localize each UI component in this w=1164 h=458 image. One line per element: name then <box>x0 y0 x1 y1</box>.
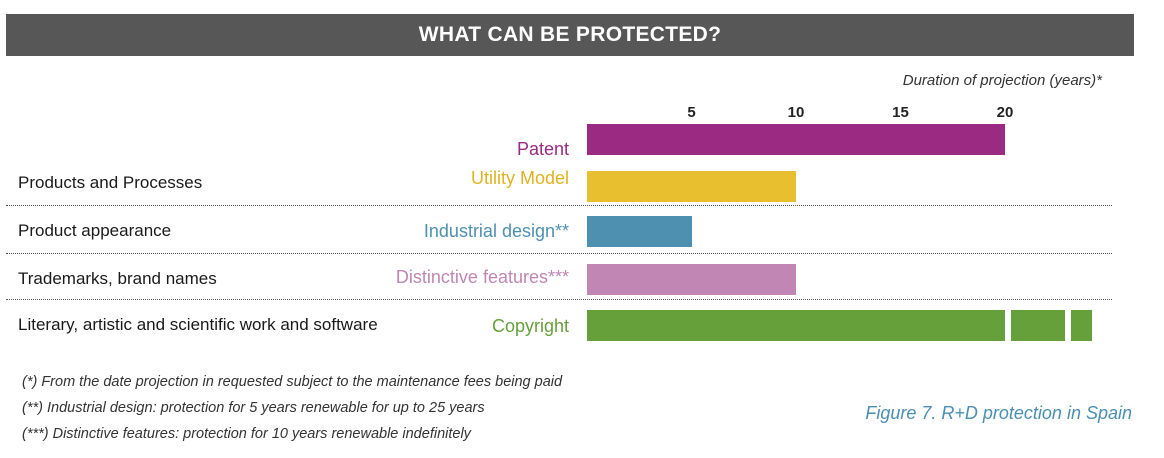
category-label-trademarks: Trademarks, brand names <box>18 269 217 288</box>
series-label-copyright: Copyright <box>491 316 569 336</box>
tick-label: 10 <box>787 104 805 121</box>
tick-label: 5 <box>687 104 696 121</box>
row-divider <box>6 299 1112 300</box>
bar-copyright-segment-1 <box>587 310 1005 341</box>
chart-title-banner: WHAT CAN BE PROTECTED? <box>6 14 1134 56</box>
tick-label: 20 <box>996 104 1014 121</box>
series-label-patent: Patent <box>516 139 569 159</box>
series-label-distinctive-features: Distinctive features*** <box>395 267 569 287</box>
bar-copyright-segment-2 <box>1011 310 1066 341</box>
row-divider <box>6 253 1112 254</box>
footnote-3: (***) Distinctive features: protection f… <box>22 426 471 442</box>
bar-patent <box>587 124 1005 155</box>
series-label-industrial-design: Industrial design** <box>423 221 569 241</box>
axis-title: Duration of projection (years)* <box>902 72 1102 89</box>
footnote-2: (**) Industrial design: protection for 5… <box>22 400 485 416</box>
category-label-appearance: Product appearance <box>18 221 172 240</box>
bar-utility-model <box>587 171 796 202</box>
figure-caption: Figure 7. R+D protection in Spain <box>865 403 1132 423</box>
bar-industrial-design <box>587 216 692 247</box>
category-label-literary: Literary, artistic and scientific work a… <box>18 315 378 334</box>
series-label-utility-model: Utility Model <box>470 168 569 188</box>
row-divider <box>6 205 1112 206</box>
chart-title: WHAT CAN BE PROTECTED? <box>418 23 722 46</box>
bar-copyright-segment-3 <box>1071 310 1093 341</box>
bar-distinctive-features <box>587 264 796 295</box>
tick-label: 15 <box>892 104 909 121</box>
footnote-1: (*) From the date projection in requeste… <box>22 374 563 390</box>
category-label-products: Products and Processes <box>18 173 203 192</box>
